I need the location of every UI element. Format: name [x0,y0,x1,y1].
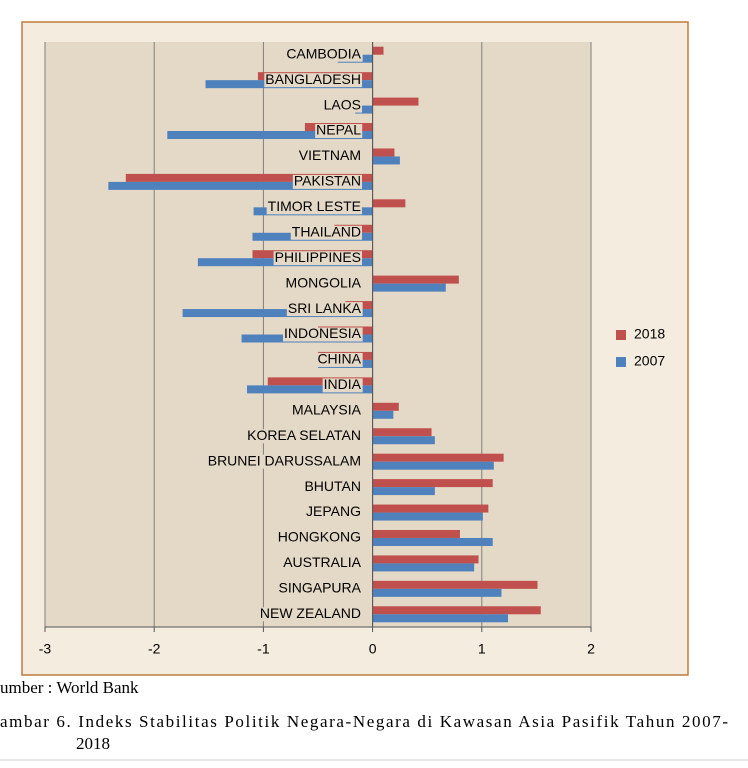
y-tick-label: MALAYSIA [292,402,362,418]
y-tick-label: CAMBODIA [286,45,361,61]
y-tick-label: HONGKONG [278,529,361,545]
label-background [276,530,362,545]
label-background [292,174,362,189]
label-background [277,581,363,596]
legend-swatch [616,357,626,367]
bar [372,555,479,564]
bar [372,504,489,513]
source: umber : World Bank [0,678,139,697]
y-tick-label: NEW ZEALAND [260,605,361,621]
x-tick-label: 2 [587,641,595,657]
legend-label: 2018 [634,326,665,342]
caption-line: 2018 [76,734,110,753]
bar [372,606,541,615]
label-background [246,429,362,444]
x-tick-label: -1 [257,641,270,657]
bar [372,402,399,411]
bar [372,537,493,546]
bar [182,309,373,318]
label-background [322,378,363,393]
bar [372,199,406,208]
legend-swatch [616,330,626,340]
bar [247,385,373,394]
y-tick-label: BHUTAN [304,478,361,494]
bar [372,156,400,165]
bar [108,181,373,190]
y-tick-label: THAILAND [292,223,361,239]
x-tick-label: 1 [478,641,486,657]
y-tick-label: PHILIPPINES [275,249,361,265]
x-tick-label: -2 [148,641,161,657]
caption-line: ambar 6. Indeks Stabilitas Politik Negar… [0,712,728,731]
bar [167,131,373,140]
label-background [258,607,362,622]
bar [267,377,373,386]
legend-label: 2007 [634,353,665,369]
y-tick-label: VIETNAM [299,147,361,163]
y-tick-label: INDIA [324,376,362,392]
label-background [291,403,363,418]
label-background [305,505,362,520]
y-tick-label: PAKISTAN [294,173,361,189]
y-tick-label: AUSTRALIA [283,554,361,570]
bar [372,614,509,623]
y-tick-label: JEPANG [306,503,361,519]
label-background [284,276,363,291]
bar [372,283,446,292]
bar [372,453,504,462]
bar [372,563,475,572]
bar [372,580,538,589]
label-background [273,251,362,266]
bar [372,410,394,419]
label-background [282,327,363,342]
y-tick-label: INDONESIA [284,325,362,341]
label-background [303,480,362,495]
y-tick-label: SINGAPURA [279,580,362,596]
bar [372,588,502,597]
label-background [297,149,362,164]
y-tick-label: KOREA SELATAN [247,427,361,443]
y-tick-label: BANGLADESH [265,71,361,87]
bar [372,46,384,55]
x-tick-label: -3 [39,641,52,657]
y-tick-label: SRI LANKA [288,300,362,316]
y-tick-label: MONGOLIA [286,274,362,290]
bar [372,512,483,521]
label-background [282,556,363,571]
bar [372,529,460,538]
bar [372,479,493,488]
label-background [290,225,362,240]
label-background [285,47,363,62]
label-background [266,200,362,215]
label-background [264,73,362,88]
label-background [316,352,363,367]
bar [372,97,419,106]
bar [372,428,432,437]
bar [372,487,435,496]
y-tick-label: TIMOR LESTE [268,198,361,214]
y-tick-label: CHINA [317,351,361,367]
label-background [315,124,363,139]
y-tick-label: NEPAL [316,122,361,138]
label-background [322,98,362,113]
y-tick-label: BRUNEI DARUSSALAM [208,452,361,468]
bar [372,148,395,157]
label-background [286,302,363,317]
bar [125,173,373,182]
bar [372,436,435,445]
label-background [206,454,362,469]
bar [355,105,373,114]
bar [372,275,459,284]
x-tick-label: 0 [369,641,377,657]
bar [372,461,494,470]
y-tick-label: LAOS [324,96,361,112]
